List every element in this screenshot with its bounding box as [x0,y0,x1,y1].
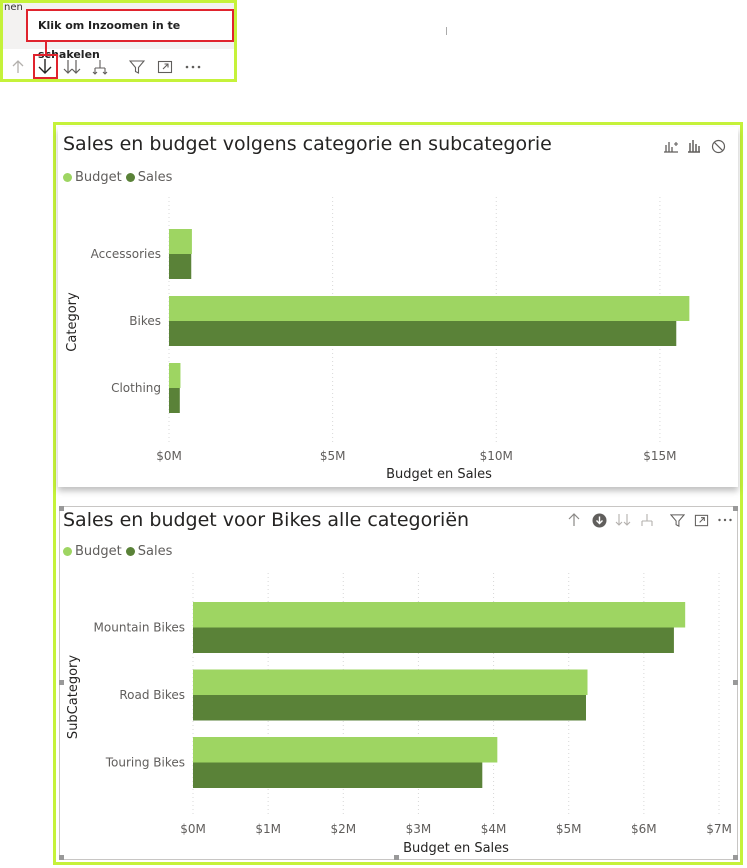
more-options-icon[interactable] [716,511,734,529]
bar-sales[interactable] [169,254,192,279]
bar-chart: $0M $5M $10M $15M Accessories Bikes Clothing Bu… [65,197,690,482]
bar-sales[interactable] [193,695,586,721]
tooltip-pointer [45,42,47,54]
resize-handle[interactable] [733,506,738,511]
resize-handle[interactable] [394,855,399,860]
category-label: Road Bikes [119,688,185,702]
legend-label: Budget [75,544,122,559]
bar-budget[interactable] [169,363,181,388]
divider [446,27,447,35]
legend-label: Sales [137,170,173,185]
x-tick-label: $10M [480,449,513,463]
bar-chart: $0M $1M $2M $3M $4M $5M $6M $7M Mountain Bikes Ro… [66,573,732,856]
legend: Budget Sales [63,544,176,559]
resize-handle[interactable] [59,506,64,511]
x-axis-title: Budget en Sales [386,467,492,482]
bar-budget[interactable] [169,229,192,254]
x-tick-label: $3M [406,822,432,836]
x-tick-label: $4M [481,822,507,836]
resize-handle[interactable] [59,855,64,860]
double-arrow-down-icon[interactable] [63,58,81,76]
focus-mode-icon[interactable] [156,58,174,76]
double-arrow-down-icon[interactable] [614,511,632,529]
tooltip: Klik om Inzoomen in te schakelen [26,9,234,61]
focus-mode-icon[interactable] [692,511,710,529]
category-label: Touring Bikes [105,756,185,770]
x-tick-label: $7M [706,822,732,836]
visual-title: Sales en budget volgens categorie en sub… [63,133,552,155]
legend-label: Sales [137,544,173,559]
filter-icon[interactable] [128,58,146,76]
partial-label: nen [4,2,23,13]
resize-handle[interactable] [733,855,738,860]
category-label: Accessories [91,247,161,261]
legend-dot-icon [63,547,72,556]
resize-handle[interactable] [733,680,738,685]
y-axis-title: SubCategory [66,655,81,739]
x-tick-label: $15M [643,449,676,463]
drill-down-active-icon[interactable] [590,511,608,529]
category-label: Bikes [129,314,161,328]
legend-dot-icon [125,547,135,556]
x-tick-label: $0M [180,822,206,836]
visual-title: Sales en budget voor Bikes alle categori… [63,509,470,531]
bar-sales[interactable] [169,321,677,346]
visual-category-chart[interactable]: Sales en budget volgens categorie en sub… [58,127,738,487]
arrow-down-icon[interactable] [36,57,54,75]
x-tick-label: $1M [255,822,281,836]
more-options-icon[interactable] [184,58,202,76]
category-label: Mountain Bikes [94,621,185,635]
legend-item-budget[interactable]: Budget [63,544,122,559]
x-tick-label: $6M [631,822,657,836]
visual-subcategory-chart[interactable]: Sales en budget voor Bikes alle categori… [59,506,738,860]
no-drill-icon[interactable] [709,137,727,155]
arrow-up-icon[interactable] [9,58,27,76]
bar-budget[interactable] [193,602,686,628]
x-tick-label: $5M [320,449,346,463]
hierarchy-expand-icon[interactable] [638,511,656,529]
hierarchy-expand-icon[interactable] [91,58,109,76]
bar-sales[interactable] [169,388,180,413]
bar-sales[interactable] [193,627,674,654]
arrow-up-icon[interactable] [565,511,583,529]
legend-item-sales[interactable]: Sales [125,544,173,559]
bar-budget[interactable] [193,669,588,696]
y-axis-title: Category [65,292,80,352]
x-tick-label: $2M [330,822,356,836]
legend: Budget Sales [63,170,176,185]
visuals-highlight-frame [53,122,743,865]
legend-dot-icon [125,173,135,182]
x-axis-title: Budget en Sales [403,841,509,856]
drill-chart-icon[interactable] [662,137,680,155]
resize-handle[interactable] [59,680,64,685]
x-tick-label: $0M [156,449,182,463]
legend-dot-icon [63,173,72,182]
bar-sales[interactable] [193,762,483,789]
bar-budget[interactable] [193,737,498,763]
bar-budget[interactable] [169,296,690,321]
legend-item-budget[interactable]: Budget [63,170,122,185]
drill-down-button[interactable] [33,54,58,79]
legend-label: Budget [75,170,122,185]
category-label: Clothing [111,381,161,395]
legend-item-sales[interactable]: Sales [125,170,173,185]
bar-chart-icon[interactable] [685,137,703,155]
x-tick-label: $5M [556,822,582,836]
filter-icon[interactable] [668,511,686,529]
